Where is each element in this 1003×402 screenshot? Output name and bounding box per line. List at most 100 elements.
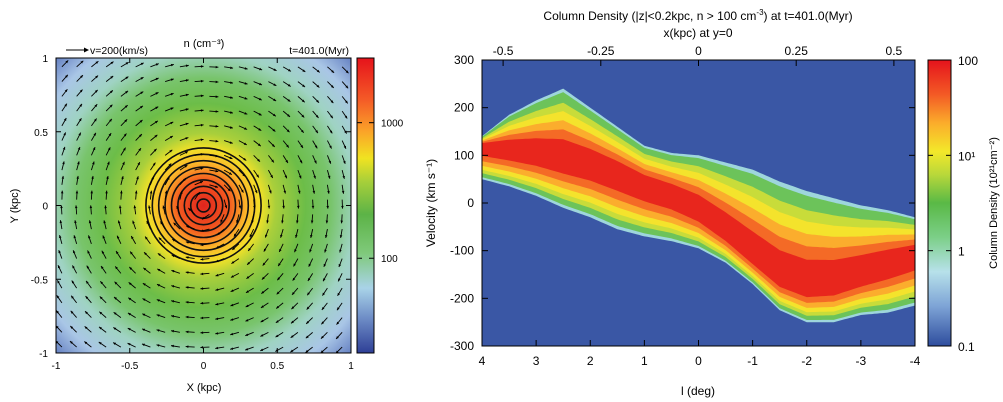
velocity-arrow	[105, 75, 114, 82]
velocity-arrow	[341, 140, 347, 149]
velocity-arrow	[146, 220, 151, 230]
velocity-arrow	[264, 228, 269, 238]
velocity-arrow	[90, 161, 95, 171]
velocity-arrow	[290, 331, 299, 339]
velocity-arrow	[260, 331, 269, 337]
colorbar-tick-label: 100	[958, 54, 978, 68]
velocity-arrow	[223, 184, 231, 192]
velocity-arrow	[133, 205, 137, 215]
velocity-arrow	[164, 121, 174, 127]
velocity-arrow	[176, 205, 181, 215]
kpc-tick-label: 0	[695, 44, 702, 58]
velocity-arrow	[156, 283, 166, 289]
velocity-arrow	[135, 176, 139, 185]
kpc-tick-label: -0.5	[493, 44, 514, 58]
colorbar-tick-label: 1	[958, 245, 965, 259]
velocity-arrow	[165, 92, 174, 97]
velocity-arrow	[60, 190, 64, 200]
velocity-arrow	[215, 272, 225, 277]
velocity-arrow	[76, 175, 79, 185]
velocity-arrow	[135, 133, 143, 141]
l-tick-label: -3	[856, 354, 867, 368]
velocity-arrow	[325, 214, 329, 224]
velocity-arrow	[88, 235, 92, 244]
velocity-arrow	[238, 184, 244, 193]
velocity-arrow	[135, 62, 144, 68]
velocity-arrow	[114, 281, 122, 289]
velocity-arrow	[200, 346, 210, 349]
velocity-arrow	[158, 237, 166, 245]
velocity-arrow	[261, 273, 269, 280]
velocity-arrow	[312, 155, 317, 164]
velocity-arrow	[245, 317, 254, 322]
velocity-arrow	[327, 81, 335, 89]
velocity-arrow	[247, 243, 255, 252]
velocity-arrow	[215, 331, 225, 335]
velocity-arrow	[290, 346, 299, 353]
velocity-arrow	[245, 287, 254, 294]
velocity-arrow	[275, 302, 284, 309]
core-ring	[157, 159, 250, 252]
velocity-arrow	[341, 96, 349, 104]
velocity-arrow	[76, 146, 81, 156]
velocity-arrow	[150, 148, 157, 156]
velocity-arrow	[194, 109, 204, 112]
velocity-arrow	[164, 107, 174, 112]
velocity-arrow	[341, 110, 348, 119]
velocity-arrow	[280, 228, 284, 238]
velocity-arrow	[245, 302, 254, 308]
velocity-arrow	[278, 243, 284, 253]
velocity-arrow	[135, 147, 142, 156]
velocity-arrow	[105, 132, 112, 141]
velocity-arrow	[238, 154, 247, 161]
velocity-arrow	[179, 108, 189, 112]
velocity-arrow	[326, 169, 331, 179]
velocity-arrow	[69, 340, 77, 348]
velocity-arrow	[150, 106, 159, 112]
velocity-arrow	[282, 184, 286, 194]
velocity-arrow	[185, 345, 195, 349]
velocity-arrow	[215, 258, 225, 263]
velocity-arrow	[179, 190, 183, 200]
velocity-arrow	[73, 235, 78, 244]
velocity-arrow	[179, 164, 188, 171]
velocity-arrow	[297, 140, 304, 149]
velocity-arrow	[209, 154, 219, 158]
velocity-arrow	[194, 94, 204, 98]
velocity-arrow	[335, 346, 343, 353]
velocity-arrow	[170, 344, 180, 348]
velocity-arrow	[185, 330, 195, 334]
velocity-arrow	[86, 265, 92, 274]
velocity-arrow	[128, 266, 136, 274]
velocity-arrow	[194, 180, 204, 186]
l-tick-label: -1	[747, 354, 758, 368]
kpc-tick-label: 0.5	[886, 44, 903, 58]
velocity-arrow	[91, 118, 97, 127]
velocity-arrow	[56, 295, 63, 304]
velocity-arrow	[171, 315, 180, 319]
velocity-arrow	[238, 81, 248, 85]
velocity-arrow	[61, 146, 66, 156]
velocity-arrow	[224, 66, 234, 70]
velocity-arrow	[104, 205, 107, 215]
velocity-arrow	[76, 103, 83, 112]
velocity-arrow	[215, 317, 225, 321]
l-tick-label: 3	[533, 354, 540, 368]
velocity-arrow	[281, 214, 284, 224]
velocity-arrow	[179, 177, 187, 186]
velocity-arrow	[142, 313, 151, 319]
velocity-arrow	[209, 169, 219, 173]
x-axis-label-left: X (kpc)	[187, 382, 222, 394]
velocity-arrow	[341, 199, 344, 209]
velocity-arrow	[223, 199, 228, 209]
velocity-arrow	[215, 346, 225, 350]
colorbar-tick-label: 100	[381, 254, 398, 265]
velocity-arrow	[61, 175, 65, 185]
velocity-arrow	[266, 214, 269, 224]
density-background	[56, 58, 351, 353]
velocity-arrow	[282, 125, 290, 133]
velocity-arrow	[171, 300, 181, 304]
velocity-arrow	[230, 346, 240, 350]
velocity-arrow	[59, 220, 63, 230]
velocity-arrow	[341, 169, 345, 179]
